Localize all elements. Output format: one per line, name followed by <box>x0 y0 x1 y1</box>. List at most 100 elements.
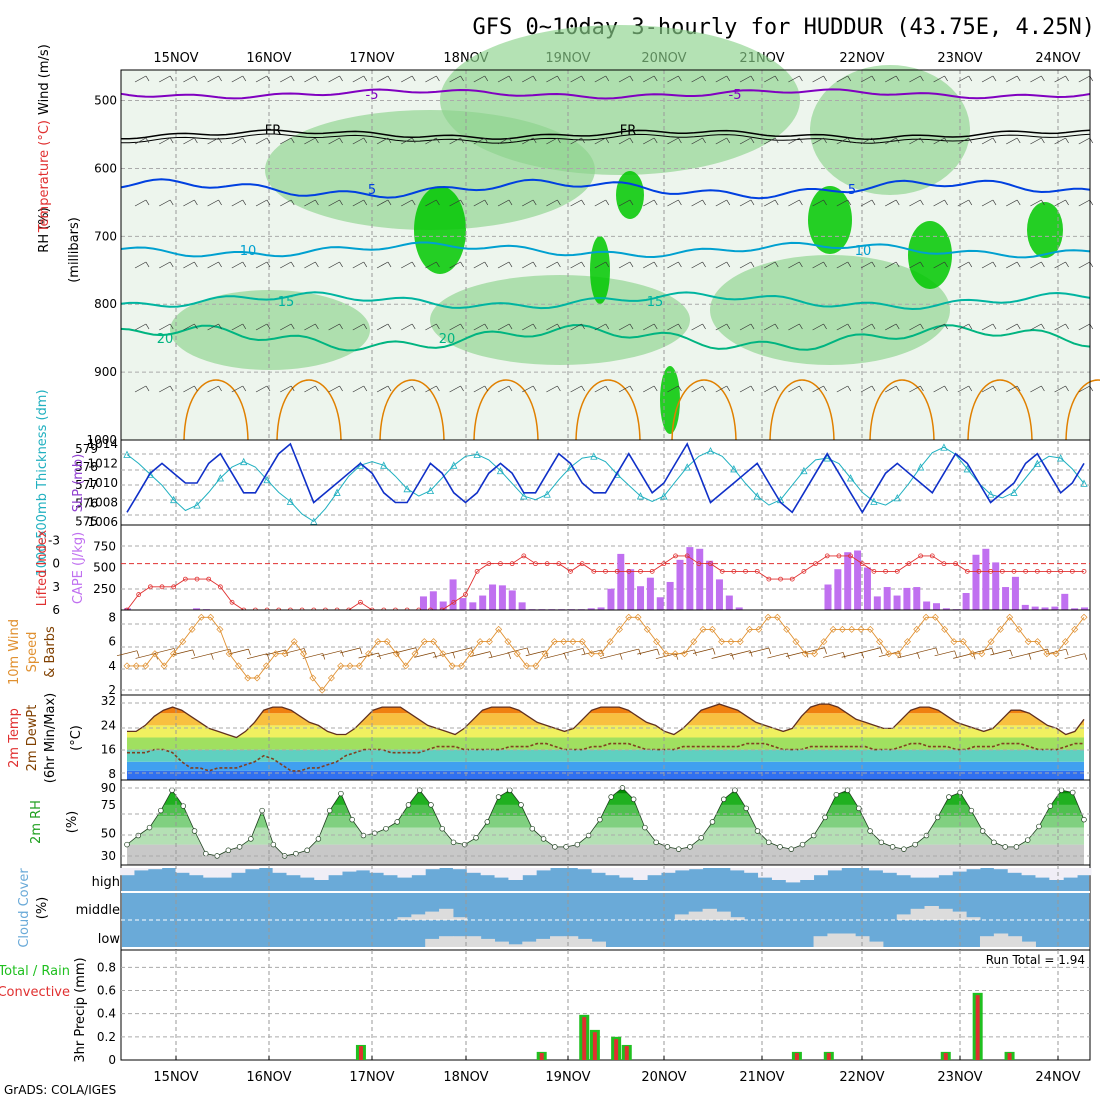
thickness-marker <box>496 466 505 475</box>
wind-barb-flag <box>1065 385 1069 392</box>
wind-speed-marker <box>653 638 661 646</box>
wind-barb <box>715 385 727 393</box>
wind-barb <box>1006 75 1018 83</box>
surface-wind-barb-flag <box>935 647 939 655</box>
wind-barb <box>1030 385 1042 393</box>
wind-barb-flag <box>823 75 827 82</box>
wind-barb <box>497 261 510 269</box>
wind-barb-flag <box>871 137 876 144</box>
wind-barb-flag <box>290 385 295 392</box>
rh-marker <box>146 824 153 831</box>
lifted-tick: 3 <box>52 580 60 594</box>
wind-barb-flag <box>968 261 973 268</box>
wind-barb <box>207 323 219 331</box>
thickness-tick: 576 <box>75 496 98 510</box>
rh-marker <box>1047 803 1053 809</box>
wind-barb-flag <box>1065 261 1069 268</box>
lifted-marker <box>976 568 982 574</box>
wind-barb <box>183 75 195 83</box>
wind-barb <box>594 323 606 331</box>
wind-speed-marker <box>365 650 373 658</box>
wind-barb <box>570 199 582 207</box>
wind-speed-marker <box>708 625 716 633</box>
wind-barb-flag <box>532 137 537 144</box>
wind-barb-flag <box>145 323 150 330</box>
wind-speed-marker <box>755 625 763 633</box>
precip-conv-bar <box>826 1053 831 1060</box>
rh-marker <box>653 839 659 846</box>
wind-speed-marker <box>578 638 586 646</box>
lifted-marker <box>918 553 924 559</box>
wind-barb-flag <box>1041 385 1045 392</box>
temperature-contour <box>120 324 1091 352</box>
wind-speed-marker <box>169 650 177 658</box>
wind-barb <box>981 385 994 393</box>
wind-barb <box>134 323 147 331</box>
wind-barb <box>376 385 389 393</box>
wind-barb-flag <box>557 323 561 330</box>
surface-wind-barb <box>432 651 453 658</box>
wind-barb <box>957 385 969 393</box>
wind-barb <box>860 385 873 393</box>
lifted-marker <box>673 553 678 559</box>
wind-barb <box>401 199 413 207</box>
wind-barb-flag <box>750 75 755 82</box>
lifted-marker <box>182 576 188 582</box>
cloud-gap <box>466 936 482 947</box>
wind-speed-marker <box>188 625 196 633</box>
wind-barb-flag <box>194 323 198 330</box>
wind-barb-flag <box>605 199 610 206</box>
slp-axis-label: SLP (mb) <box>71 454 86 513</box>
wind-barb-flag <box>532 199 537 206</box>
cloud-gap <box>577 868 593 870</box>
wind-speed-marker <box>337 662 345 670</box>
wind-barb <box>618 323 631 331</box>
wind-tick: 6 <box>108 635 116 649</box>
cloud-gap <box>966 868 981 870</box>
wind-barb-flag <box>992 137 997 144</box>
wind-barb <box>691 261 703 269</box>
upper-air-layer: -5 -5 FR FR 5 5 10 10 15 15 20 20 500 600 700 800 900 100… <box>86 25 1100 447</box>
rh-marker <box>259 807 265 814</box>
wind-tick: 4 <box>108 659 116 673</box>
rh-shade-dark <box>414 186 466 274</box>
rh-marker <box>923 832 930 839</box>
surface-wind-barb <box>377 651 398 657</box>
lifted-marker <box>661 561 667 567</box>
wind-speed-marker <box>662 650 670 658</box>
rh-marker <box>405 802 412 808</box>
wind-barb <box>594 137 606 145</box>
wind-speed-marker <box>448 662 456 670</box>
wind-barb <box>1030 199 1042 207</box>
lifted-marker <box>894 568 900 574</box>
thickness-marker <box>986 490 995 498</box>
wind-barb-flag <box>774 323 779 330</box>
cloud-gap <box>1021 868 1036 876</box>
wind-barb-flag <box>992 75 997 82</box>
cloud-gap <box>383 868 398 876</box>
wind-barb <box>570 137 582 145</box>
wind-barb-flag <box>871 323 876 330</box>
lifted-marker <box>463 592 468 597</box>
lifted-marker <box>509 561 515 567</box>
wind-barb <box>764 137 776 145</box>
cloud-gap <box>522 941 537 947</box>
wind-barb-flag <box>653 261 658 268</box>
wind-barb-flag <box>702 75 706 82</box>
thickness-marker <box>310 517 318 525</box>
wind-barb-flag <box>411 199 416 206</box>
wind-barb <box>207 137 219 145</box>
cape-bar <box>646 577 654 610</box>
precip-conv-bar <box>943 1053 948 1060</box>
wind-speed-marker <box>801 650 809 658</box>
wind-barb <box>715 137 727 145</box>
wind-barb-flag <box>702 137 706 144</box>
cape-bar <box>637 586 645 610</box>
svg-text:RH (%): RH (%) <box>37 207 52 252</box>
contour-label: 5 <box>368 183 376 198</box>
wind-barb-flag <box>242 199 247 206</box>
wind-barb-flag <box>629 75 634 82</box>
lifted-axis-label: Lifted Index <box>35 529 50 606</box>
thickness-marker <box>846 474 855 482</box>
wind-barb <box>739 137 752 145</box>
